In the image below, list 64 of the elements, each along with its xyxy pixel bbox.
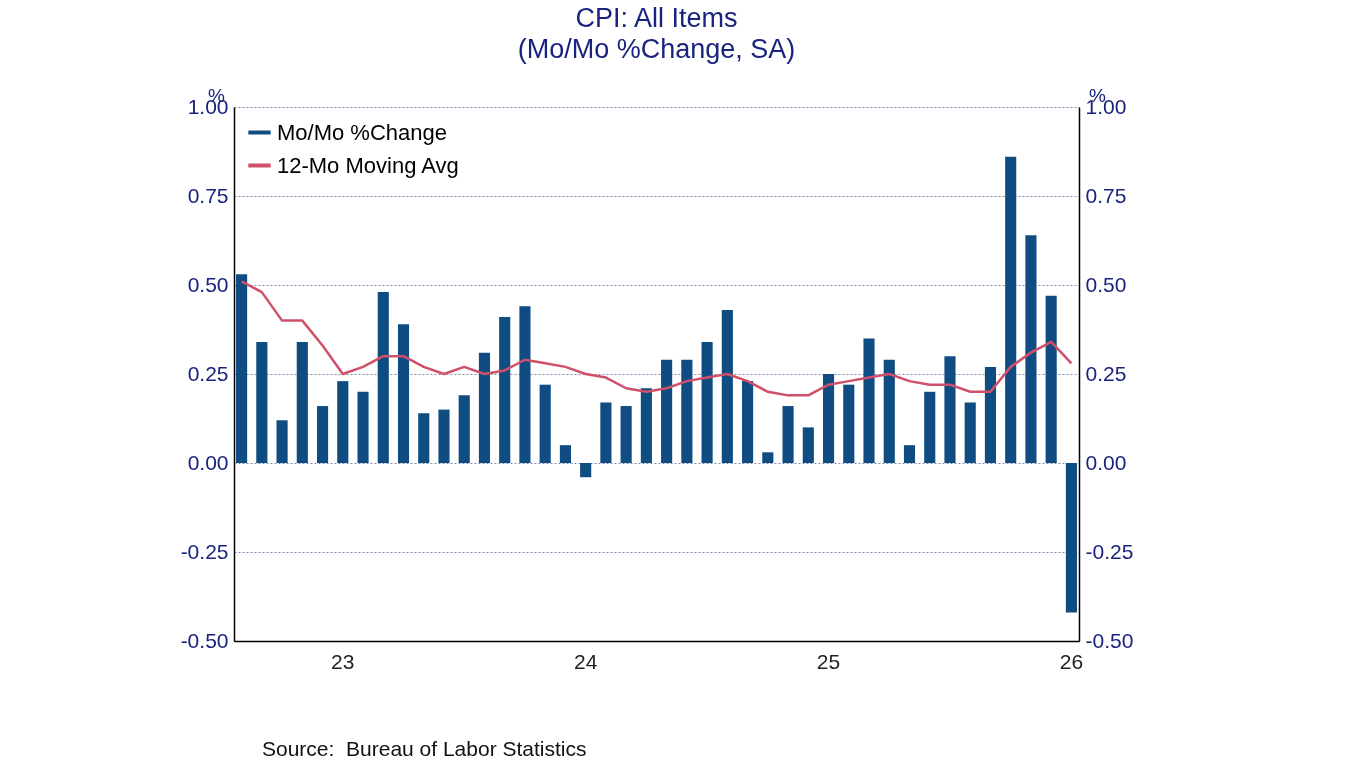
y-tick-label: 0.75 (187, 183, 229, 207)
bar (863, 338, 875, 463)
legend-label: Mo/Mo %Change (277, 119, 447, 145)
bar (600, 402, 612, 463)
bar (1025, 235, 1037, 463)
bar (357, 391, 369, 463)
bar (276, 420, 288, 463)
bar (519, 306, 531, 463)
bar (903, 445, 916, 463)
bar (762, 452, 774, 463)
bar (701, 341, 713, 463)
bar (499, 317, 511, 463)
bar (337, 381, 349, 463)
bar (964, 402, 976, 463)
y2-tick-label: -0.25 (1085, 539, 1134, 563)
chart-subtitle: (Mo/Mo %Change, SA) (517, 34, 796, 64)
bar (742, 381, 754, 463)
x-tick-label: 26 (1059, 649, 1084, 673)
y2-tick-label: 0.75 (1085, 183, 1127, 207)
y2-tick-label: -0.50 (1085, 628, 1134, 652)
bar (802, 427, 814, 463)
bar (438, 409, 450, 463)
bar (478, 352, 491, 463)
line-series (240, 280, 1073, 397)
chart-title: CPI: All Items (575, 3, 738, 33)
bar (377, 292, 389, 463)
bar (1005, 156, 1017, 463)
bar (640, 388, 652, 463)
y-tick-label: -0.25 (180, 539, 229, 563)
bar (539, 384, 551, 463)
bar (458, 395, 470, 463)
bar (296, 341, 308, 463)
y-tick-label: 0.25 (187, 361, 229, 385)
source-note: Source: Bureau of Labor Statistics (262, 737, 587, 761)
bar (944, 356, 956, 463)
y2-tick-label: 0.25 (1085, 361, 1127, 385)
bar (681, 359, 693, 463)
bar (782, 406, 794, 463)
bar (256, 341, 268, 463)
bar (397, 324, 410, 463)
x-tick-label: 23 (331, 649, 355, 673)
y-tick-label: 0.00 (187, 450, 229, 474)
bar (620, 406, 632, 463)
bar (883, 359, 895, 463)
y2-tick-label: 0.00 (1085, 450, 1127, 474)
bar (316, 406, 329, 463)
bar (721, 309, 733, 463)
y2-tick-label: 0.50 (1085, 272, 1127, 296)
bar (843, 384, 855, 463)
bar (822, 374, 835, 463)
bar (924, 391, 936, 463)
bar (984, 366, 997, 463)
bar (559, 445, 571, 463)
bar (418, 413, 430, 463)
bar (1045, 295, 1057, 463)
legend-label: 12-Mo Moving Avg (277, 152, 459, 178)
y-tick-label: -0.50 (180, 628, 229, 652)
bar (236, 274, 248, 463)
x-tick-label: 25 (816, 649, 841, 673)
bar (661, 359, 673, 463)
bar (1065, 463, 1077, 613)
y-tick-label: 0.50 (187, 272, 229, 296)
bar (580, 463, 592, 478)
x-tick-label: 24 (573, 649, 598, 673)
